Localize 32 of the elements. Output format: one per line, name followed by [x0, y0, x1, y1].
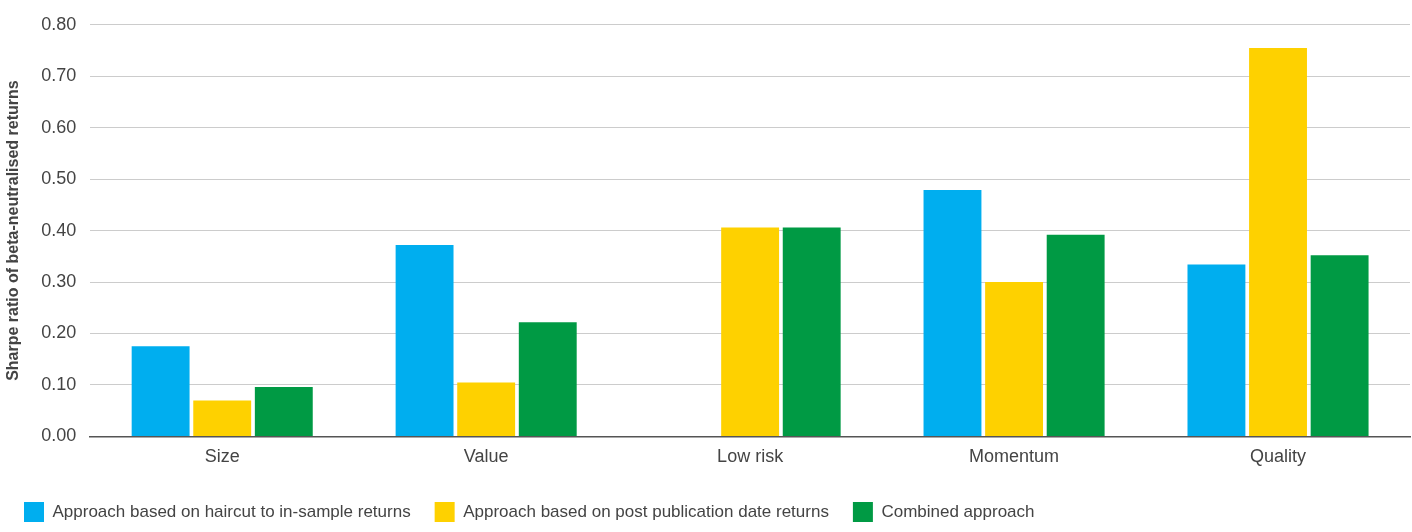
y-tick-label: 0.40 [41, 219, 77, 240]
y-tick-label: 0.00 [41, 425, 77, 446]
bar [985, 282, 1044, 436]
bar [1187, 264, 1246, 436]
y-tick-label: 0.80 [41, 13, 77, 34]
bar [782, 227, 841, 436]
x-tick-label: Value [463, 446, 509, 467]
bar [923, 189, 982, 436]
bar [131, 346, 190, 436]
x-tick-label: Low risk [717, 446, 785, 467]
x-tick-label: Size [204, 446, 240, 467]
bar [1046, 234, 1105, 436]
y-tick-label: 0.10 [41, 373, 77, 394]
y-tick-label: 0.50 [41, 168, 77, 189]
bar [518, 322, 577, 436]
bar [254, 387, 313, 436]
y-tick-label: 0.60 [41, 116, 77, 137]
y-axis-title: Sharpe ratio of beta-neutralised returns [4, 80, 22, 381]
bar [1249, 47, 1307, 436]
x-tick-label: Quality [1250, 446, 1307, 467]
bar [193, 400, 252, 436]
y-tick-label: 0.20 [41, 322, 77, 343]
legend-label: Approach based on post publication date returns [463, 501, 829, 521]
legend-label: Combined approach [881, 501, 1035, 521]
y-tick-label: 0.30 [41, 271, 77, 292]
y-tick-label: 0.70 [41, 65, 77, 86]
bar [457, 382, 516, 436]
legend-label: Approach based on haircut to in-sample returns [52, 501, 411, 521]
bar [395, 245, 454, 436]
bar [721, 227, 780, 436]
x-tick-label: Momentum [969, 446, 1060, 467]
bar [1310, 255, 1369, 436]
